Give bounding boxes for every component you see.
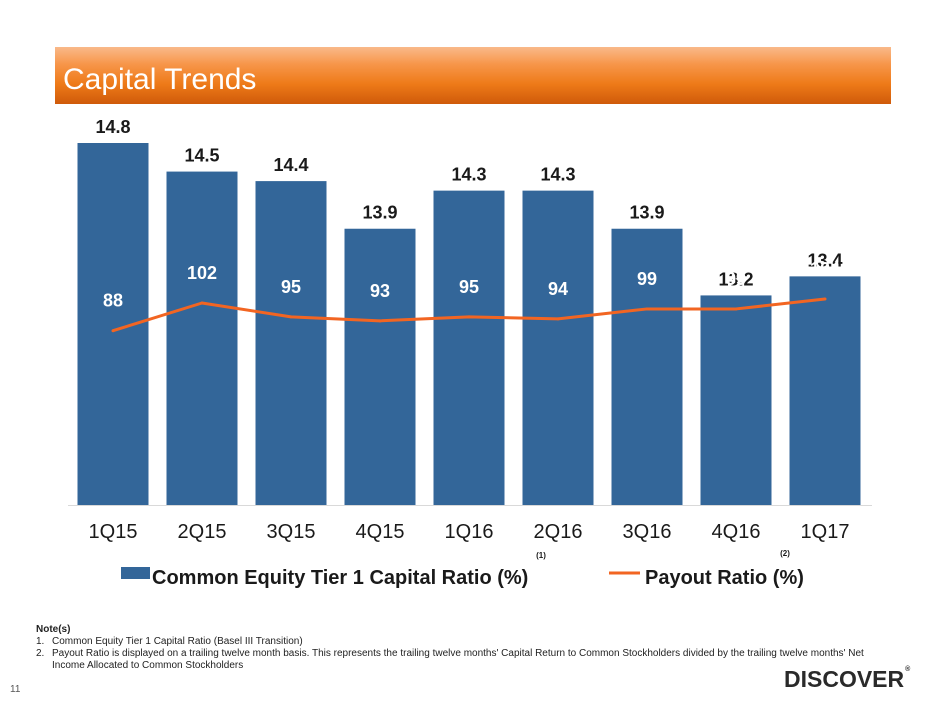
bar-label-4Q16: 13.2 [718,269,753,289]
payout-label-1Q16: 95 [459,277,479,297]
payout-point-4Q16 [734,307,738,311]
bar-label-2Q16: 14.3 [540,165,575,185]
payout-point-4Q15 [378,319,382,323]
payout-label-4Q16: 99 [726,269,746,289]
notes: Note(s) 1. Common Equity Tier 1 Capital … [36,624,886,672]
bar-label-1Q16: 14.3 [451,165,486,185]
x-tick-label-1Q17: 1Q17 [801,521,850,543]
note-item-2: 2. Payout Ratio is displayed on a traili… [36,648,886,672]
payout-label-2Q16: 94 [548,279,568,299]
bar-1Q16 [433,190,505,505]
bar-label-3Q15: 14.4 [273,155,308,175]
legend-footnote-2: (2) [780,549,790,558]
note-text-2: Payout Ratio is displayed on a trailing … [52,648,864,671]
bar-label-1Q15: 14.8 [95,117,130,137]
note-item-1: 1. Common Equity Tier 1 Capital Ratio (B… [36,636,886,648]
x-tick-label-3Q16: 3Q16 [623,521,672,543]
notes-heading: Note(s) [36,624,71,635]
bar-label-1Q17: 13.4 [807,250,842,270]
discover-logo: DISCOVER® [784,666,910,693]
bar-4Q16 [700,295,772,505]
x-tick-label-1Q15: 1Q15 [89,521,138,543]
slide-title: Capital Trends [63,63,257,96]
note-number-2: 2. [36,648,45,659]
bar-1Q17 [789,276,861,505]
note-text-1: Common Equity Tier 1 Capital Ratio (Base… [52,636,303,647]
logo-registered-mark: ® [905,666,911,673]
capital-trends-chart: 14.8 14.5 14.4 13.9 14.3 14.3 13.9 13.2 13.4 88 10… [68,117,872,589]
payout-point-2Q16 [556,317,560,321]
legend-swatch-bar [121,567,150,579]
payout-point-2Q15 [200,301,204,305]
bar-3Q16 [611,228,683,505]
x-tick-label-1Q16: 1Q16 [445,521,494,543]
title-bar: Capital Trends [55,47,891,104]
x-tick-label-3Q15: 3Q15 [267,521,316,543]
bar-2Q15 [166,171,238,505]
payout-point-1Q16 [467,315,471,319]
payout-label-1Q15: 88 [103,291,123,311]
legend-label-line: Payout Ratio (%) [645,567,804,589]
bar-label-4Q15: 13.9 [362,203,397,223]
bar-3Q15 [255,181,327,505]
x-tick-label-2Q16: 2Q16 [534,521,583,543]
payout-label-3Q16: 99 [637,269,657,289]
payout-label-1Q17: 104 [810,259,840,279]
logo-text: DISCOVER [784,666,905,692]
page-number: 11 [10,684,21,695]
payout-point-3Q16 [645,307,649,311]
payout-label-3Q15: 95 [281,277,301,297]
payout-label-4Q15: 93 [370,281,390,301]
payout-point-1Q15 [111,329,115,333]
payout-point-3Q15 [289,315,293,319]
bar-2Q16 [522,190,594,505]
bar-label-3Q16: 13.9 [629,203,664,223]
payout-label-2Q15: 102 [187,263,217,283]
x-tick-label-4Q15: 4Q15 [356,521,405,543]
note-number-1: 1. [36,636,45,647]
x-tick-label-4Q16: 4Q16 [712,521,761,543]
legend-footnote-1: (1) [536,551,546,560]
payout-point-1Q17 [823,297,827,301]
bar-label-2Q15: 14.5 [184,146,219,166]
x-tick-label-2Q15: 2Q15 [178,521,227,543]
bar-4Q15 [344,228,416,505]
legend-label-bar: Common Equity Tier 1 Capital Ratio (%) [152,567,528,589]
